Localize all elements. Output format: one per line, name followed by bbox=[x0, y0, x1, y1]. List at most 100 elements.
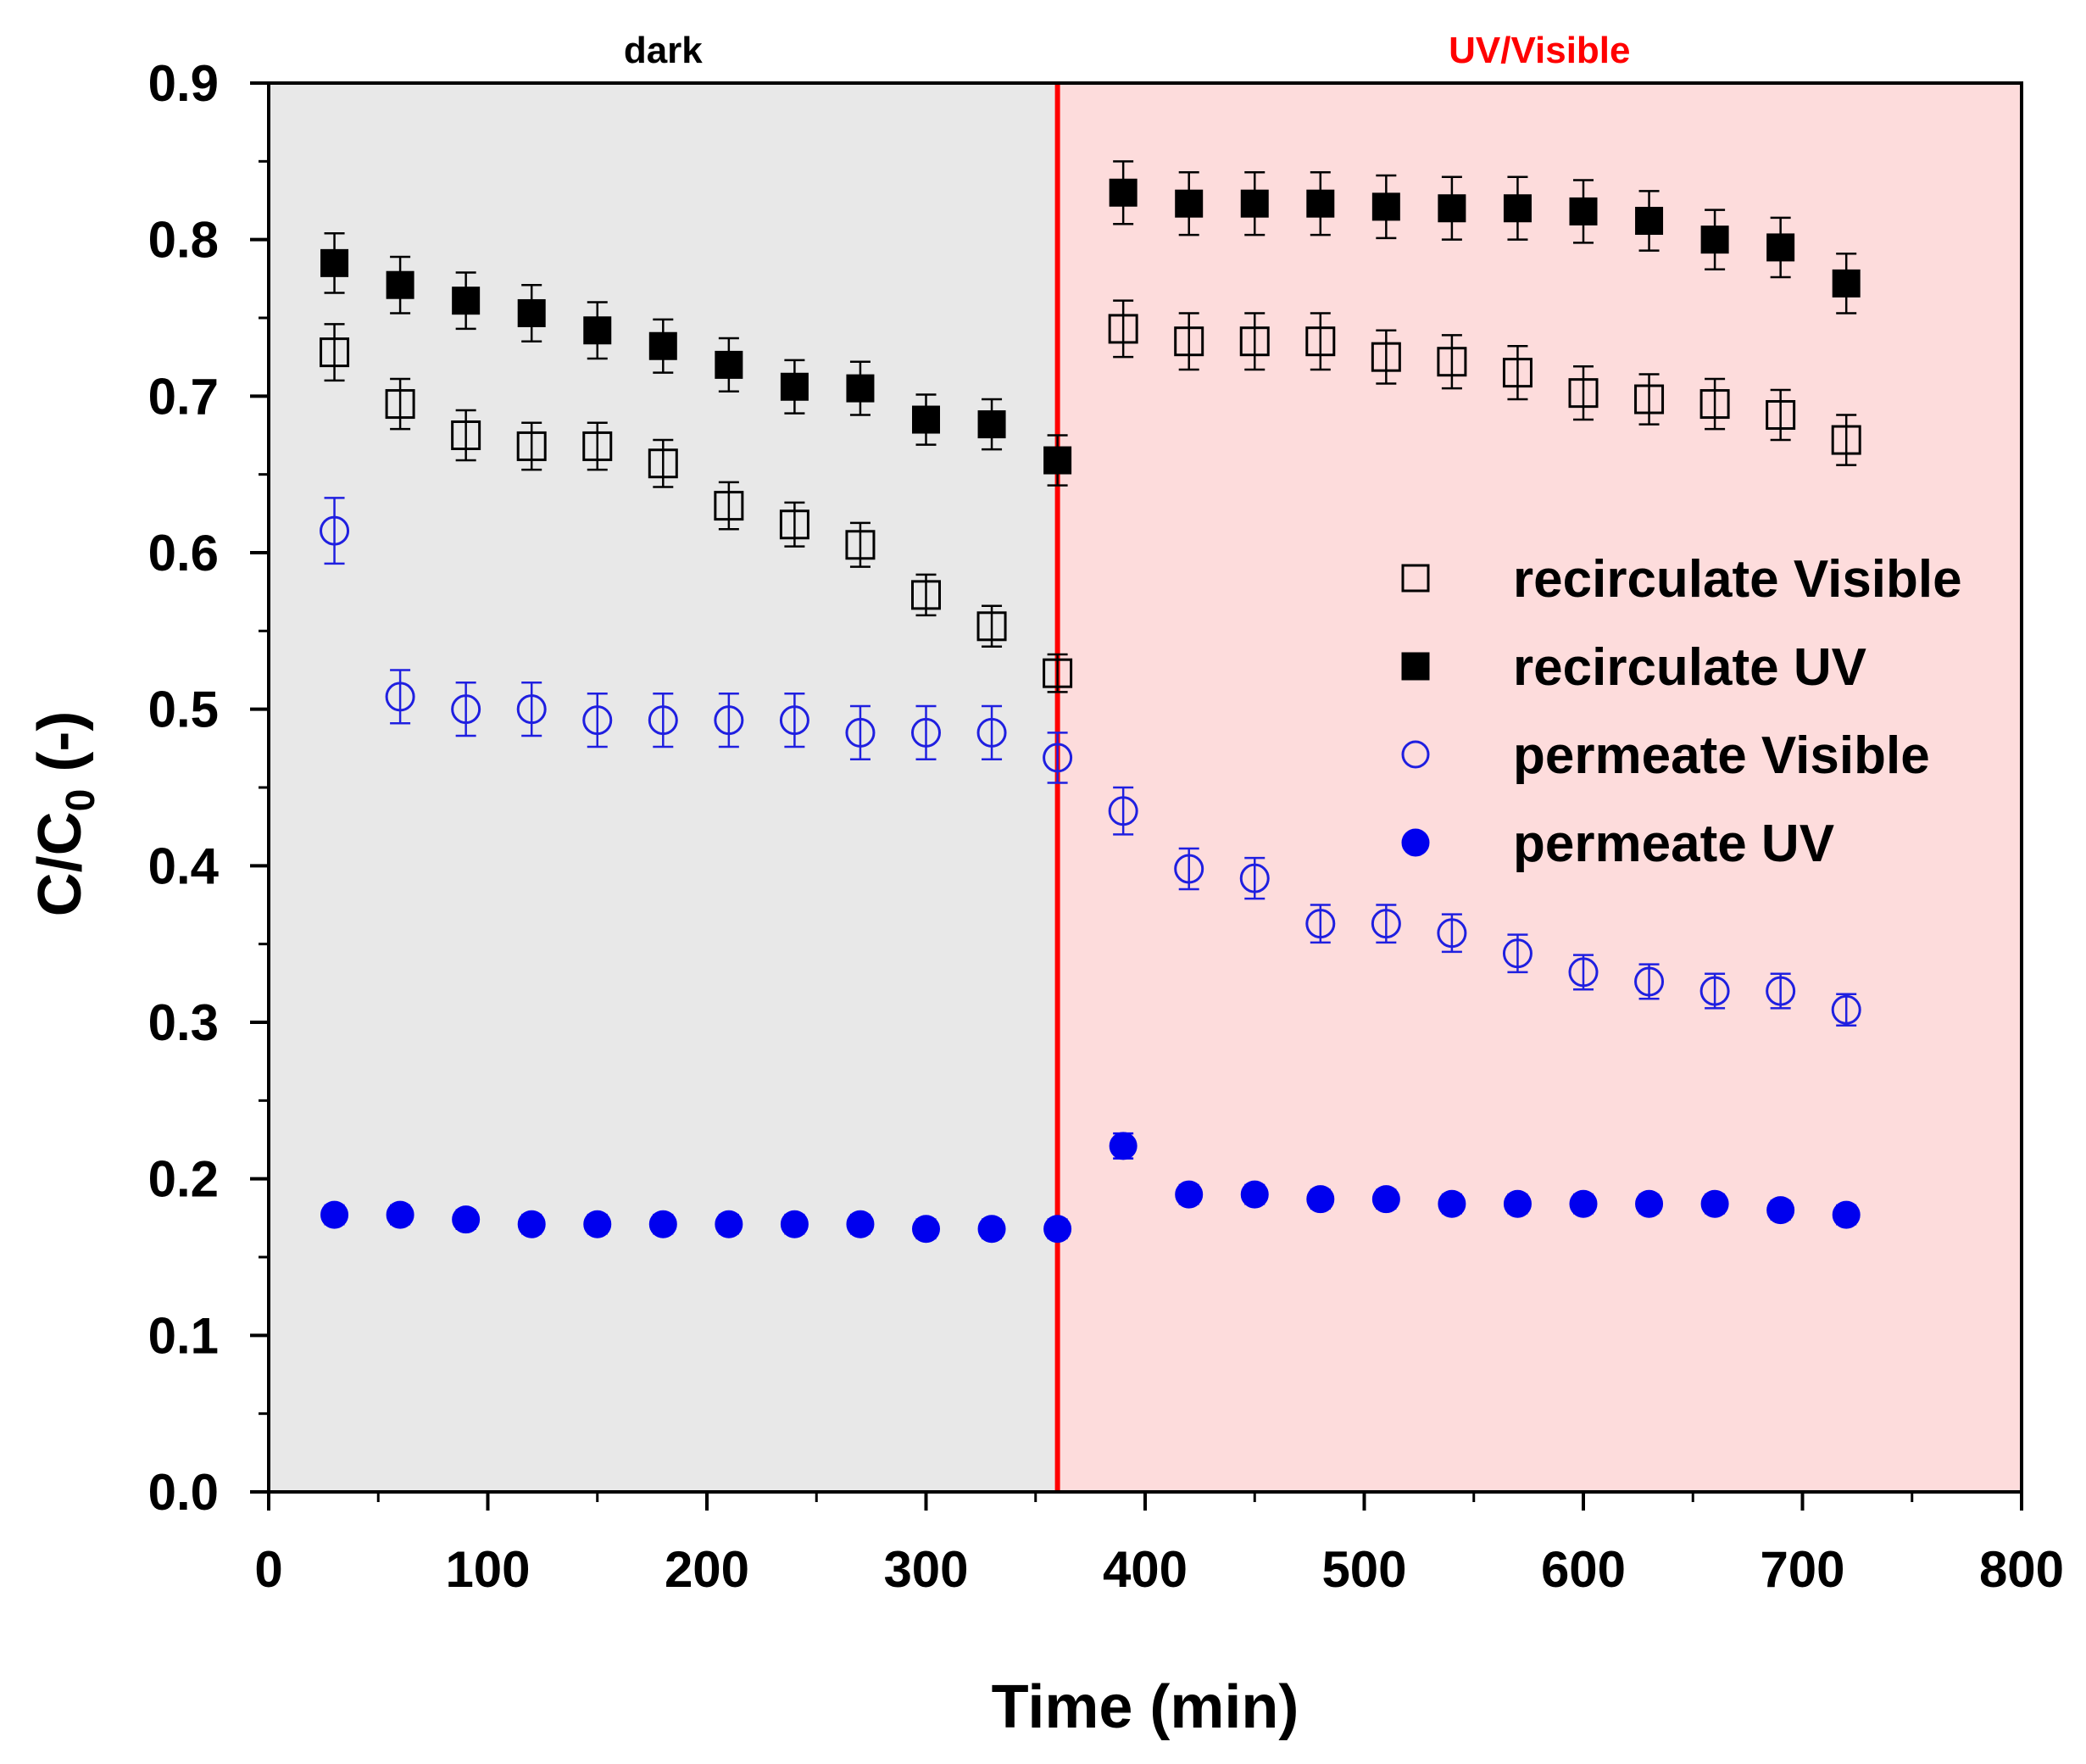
data-point-recirculate-visible bbox=[911, 580, 941, 610]
data-point-permeate-visible bbox=[779, 705, 809, 736]
data-point-permeate-visible bbox=[1437, 918, 1467, 949]
series-permeate-uv bbox=[320, 1132, 1861, 1244]
data-point-recirculate-uv bbox=[977, 410, 1006, 439]
data-point-recirculate-uv bbox=[1175, 189, 1204, 218]
data-point-permeate-visible bbox=[1043, 743, 1073, 773]
data-point-permeate-uv bbox=[517, 1210, 546, 1238]
y-tick-label: 0.9 bbox=[148, 55, 219, 112]
data-point-permeate-uv bbox=[386, 1200, 414, 1229]
region-dark bbox=[269, 83, 1058, 1492]
axes-layer: 0 100 200 300 400 500 600 700 800 0.0 0.1 0.2 0.3 0.4… bbox=[148, 55, 2064, 1598]
data-point-recirculate-uv bbox=[1766, 233, 1795, 262]
data-point-permeate-uv bbox=[583, 1210, 612, 1238]
region-label-dark: dark bbox=[624, 30, 703, 71]
data-point-permeate-uv bbox=[1766, 1196, 1795, 1225]
data-point-permeate-uv bbox=[1700, 1189, 1729, 1218]
data-point-recirculate-uv bbox=[517, 298, 546, 327]
y-tick-label: 0.4 bbox=[148, 837, 220, 894]
x-tick-label: 800 bbox=[1979, 1541, 2064, 1598]
legend-item-permeate-uv: permeate UV bbox=[1401, 815, 1834, 873]
data-point-recirculate-uv bbox=[320, 248, 349, 277]
data-point-recirculate-visible bbox=[976, 611, 1007, 642]
data-point-recirculate-visible bbox=[648, 448, 678, 479]
data-point-permeate-visible bbox=[1108, 796, 1138, 826]
data-point-recirculate-uv bbox=[1438, 194, 1466, 223]
data-point-permeate-visible bbox=[582, 705, 613, 736]
data-point-recirculate-uv bbox=[1635, 207, 1664, 236]
y-axis-title-main: C/C bbox=[26, 811, 94, 916]
legend-label-permeate-uv: permeate UV bbox=[1513, 815, 1834, 873]
data-point-recirculate-uv bbox=[583, 316, 612, 345]
data-point-permeate-visible bbox=[1502, 938, 1533, 969]
data-point-permeate-uv bbox=[1635, 1189, 1664, 1218]
data-point-permeate-visible bbox=[1831, 994, 1861, 1025]
data-point-recirculate-visible bbox=[1174, 326, 1204, 357]
data-point-recirculate-uv bbox=[1306, 189, 1335, 218]
x-tick-label: 700 bbox=[1760, 1541, 1844, 1598]
legend-marker-recirculate-visible bbox=[1401, 564, 1430, 593]
data-point-permeate-uv bbox=[715, 1210, 743, 1238]
background-regions: dark UV/Visible bbox=[269, 30, 2022, 1492]
data-point-recirculate-visible bbox=[1766, 399, 1796, 430]
data-point-permeate-uv bbox=[1306, 1185, 1335, 1214]
data-point-recirculate-uv bbox=[715, 350, 743, 379]
data-point-recirculate-uv bbox=[912, 405, 940, 434]
region-uv-visible bbox=[1057, 83, 2022, 1492]
data-point-recirculate-uv bbox=[846, 374, 875, 403]
data-point-permeate-uv bbox=[1371, 1185, 1400, 1214]
y-tick-label: 0.8 bbox=[148, 212, 219, 269]
data-point-recirculate-uv bbox=[386, 270, 414, 299]
data-point-recirculate-visible bbox=[516, 431, 547, 461]
data-point-permeate-uv bbox=[648, 1210, 677, 1238]
data-point-recirculate-uv bbox=[780, 372, 809, 401]
y-tick-label: 0.1 bbox=[148, 1307, 219, 1364]
data-point-permeate-visible bbox=[1634, 966, 1665, 997]
data-point-recirculate-visible bbox=[779, 509, 809, 540]
data-point-permeate-uv bbox=[320, 1200, 349, 1229]
legend-item-permeate-visible: permeate Visible bbox=[1401, 726, 1930, 785]
data-point-recirculate-visible bbox=[1305, 326, 1336, 357]
data-point-recirculate-uv bbox=[1371, 192, 1400, 221]
legend-marker-permeate-visible bbox=[1401, 740, 1430, 769]
data-point-permeate-visible bbox=[648, 705, 678, 736]
data-point-recirculate-visible bbox=[1502, 358, 1533, 388]
data-point-permeate-uv bbox=[977, 1215, 1006, 1244]
data-point-recirculate-uv bbox=[1043, 446, 1072, 475]
data-point-permeate-visible bbox=[845, 717, 876, 748]
y-tick-label: 0.6 bbox=[148, 525, 219, 582]
y-tick-label: 0.5 bbox=[148, 682, 219, 738]
region-label-uv-visible: UV/Visible bbox=[1449, 30, 1630, 71]
data-point-permeate-visible bbox=[1699, 976, 1730, 1006]
legend: recirculate Visible recirculate UV permeat… bbox=[1401, 550, 1962, 873]
legend-label-recirculate-uv: recirculate UV bbox=[1513, 638, 1866, 697]
legend-item-recirculate-visible: recirculate Visible bbox=[1401, 550, 1962, 609]
data-point-recirculate-visible bbox=[1831, 425, 1861, 455]
data-point-recirculate-visible bbox=[1108, 314, 1138, 344]
data-point-permeate-uv bbox=[1175, 1180, 1204, 1209]
x-tick-label: 300 bbox=[883, 1541, 968, 1598]
data-point-permeate-visible bbox=[976, 717, 1007, 748]
data-point-recirculate-visible bbox=[714, 491, 744, 521]
y-tick-label: 0.7 bbox=[148, 368, 219, 425]
data-point-recirculate-visible bbox=[1634, 384, 1665, 415]
data-point-permeate-uv bbox=[912, 1215, 940, 1244]
data-point-recirculate-uv bbox=[1700, 225, 1729, 254]
data-point-recirculate-uv bbox=[1240, 189, 1269, 218]
data-point-recirculate-visible bbox=[1239, 326, 1270, 357]
y-tick-label: 0.2 bbox=[148, 1151, 219, 1208]
data-point-permeate-visible bbox=[1174, 854, 1204, 884]
y-axis-title: C/C0 (-) bbox=[26, 711, 103, 917]
legend-label-recirculate-visible: recirculate Visible bbox=[1513, 550, 1962, 609]
data-point-permeate-visible bbox=[1239, 863, 1270, 893]
data-point-recirculate-uv bbox=[1569, 197, 1598, 225]
data-point-permeate-uv bbox=[1109, 1132, 1138, 1160]
data-point-permeate-uv bbox=[1503, 1189, 1532, 1218]
x-tick-label: 500 bbox=[1321, 1541, 1406, 1598]
data-point-permeate-visible bbox=[320, 515, 350, 546]
data-point-recirculate-visible bbox=[1043, 658, 1073, 688]
y-tick-label: 0.3 bbox=[148, 994, 219, 1051]
data-point-recirculate-visible bbox=[1699, 389, 1730, 420]
data-point-permeate-uv bbox=[1240, 1180, 1269, 1209]
data-point-permeate-visible bbox=[516, 694, 547, 725]
